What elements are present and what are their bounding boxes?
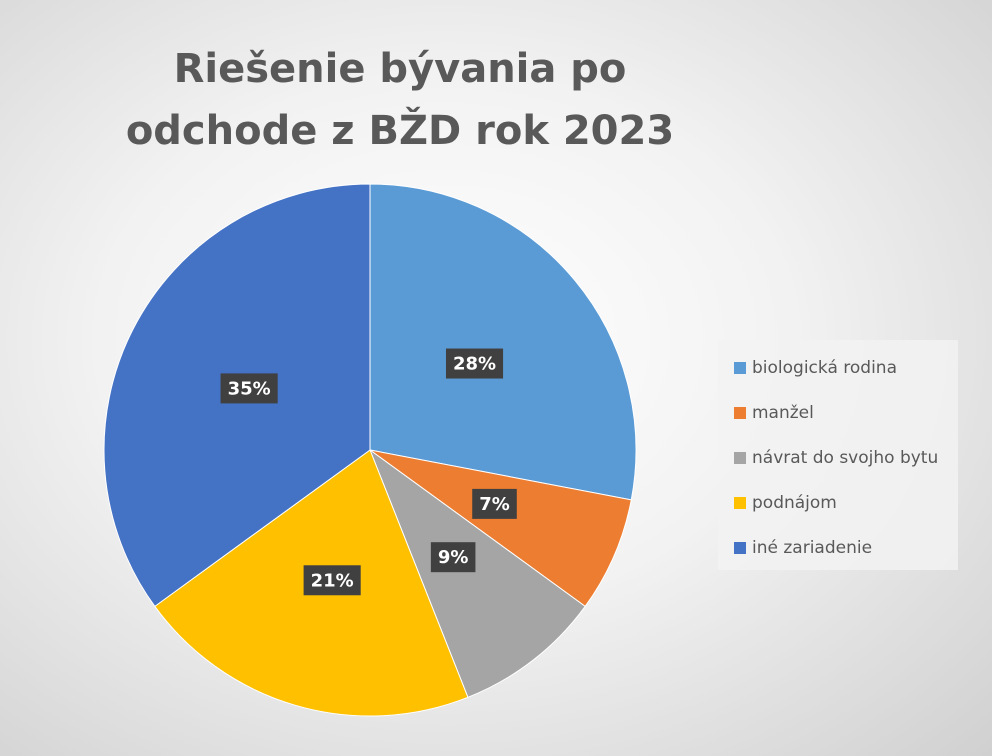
pie-slice [368,448,586,698]
data-label-box [430,542,476,573]
legend-box [718,340,958,570]
data-label-box [220,373,278,404]
legend-swatch [734,407,746,419]
legend-swatch [734,452,746,464]
pie-slice [369,449,632,608]
data-label-box [472,488,517,519]
legend-label: podnájom [752,493,837,513]
pie-slice [369,183,637,501]
data-label: 9% [438,547,469,568]
data-label: 21% [311,570,354,591]
legend-label: návrat do svojho bytu [752,448,938,468]
legend-label: manžel [752,403,814,423]
chart-title: Riešenie bývania po odchode z BŽD rok 20… [125,46,675,154]
data-label-box [445,348,504,379]
legend-label: iné zariadenie [752,538,872,558]
legend-swatch [734,362,746,374]
data-label: 28% [453,354,496,375]
data-label: 35% [228,378,271,399]
legend-label: biologická rodina [752,358,897,378]
legend-swatch [734,497,746,509]
legend-swatch [734,542,746,554]
data-label-box [303,565,361,596]
data-label: 7% [479,494,510,515]
